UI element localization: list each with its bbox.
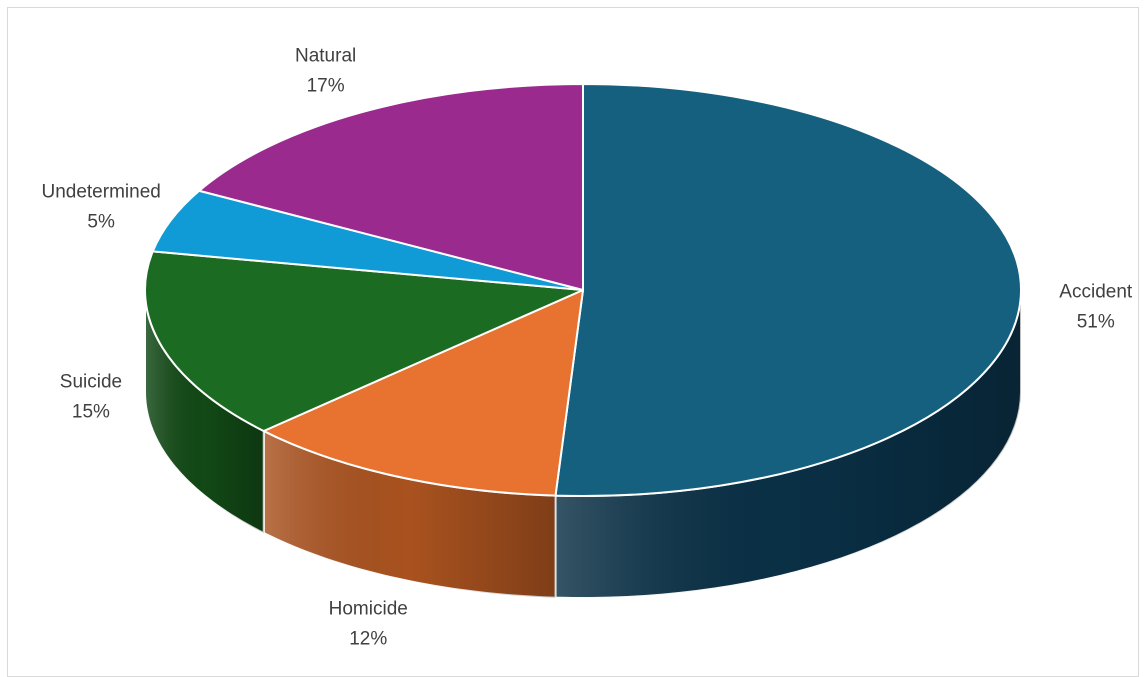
- data-label-category: Homicide: [329, 598, 408, 619]
- data-label-category: Natural: [295, 45, 356, 66]
- data-label-undetermined: Undetermined 5%: [41, 182, 160, 233]
- data-label-category: Accident: [1059, 281, 1133, 302]
- slice-homicide[interactable]: [262, 289, 584, 497]
- data-label-natural: Natural 17%: [295, 45, 356, 96]
- slice-side-shade-homicide: [263, 431, 556, 598]
- data-label-category: Undetermined: [41, 182, 160, 203]
- pie-labels: Accident 51% Homicide 12% Suicide 15% Undeterm…: [41, 45, 1132, 649]
- slice-side-shade-suicide: [145, 290, 264, 534]
- slice-natural[interactable]: [198, 83, 584, 291]
- data-label-percent: 51%: [1077, 311, 1115, 332]
- data-label-homicide: Homicide 12%: [329, 598, 408, 649]
- data-label-accident: Accident 51%: [1059, 281, 1133, 332]
- data-label-percent: 17%: [307, 75, 345, 96]
- slice-suicide[interactable]: [144, 250, 584, 433]
- pie-tops: [144, 83, 1022, 497]
- slice-accident[interactable]: [554, 83, 1022, 497]
- data-label-percent: 15%: [72, 401, 110, 422]
- slice-side-shade-accident: [555, 290, 1021, 598]
- data-label-suicide: Suicide 15%: [60, 371, 122, 422]
- data-label-percent: 5%: [87, 212, 115, 233]
- data-label-percent: 12%: [349, 628, 387, 649]
- data-label-category: Suicide: [60, 371, 122, 392]
